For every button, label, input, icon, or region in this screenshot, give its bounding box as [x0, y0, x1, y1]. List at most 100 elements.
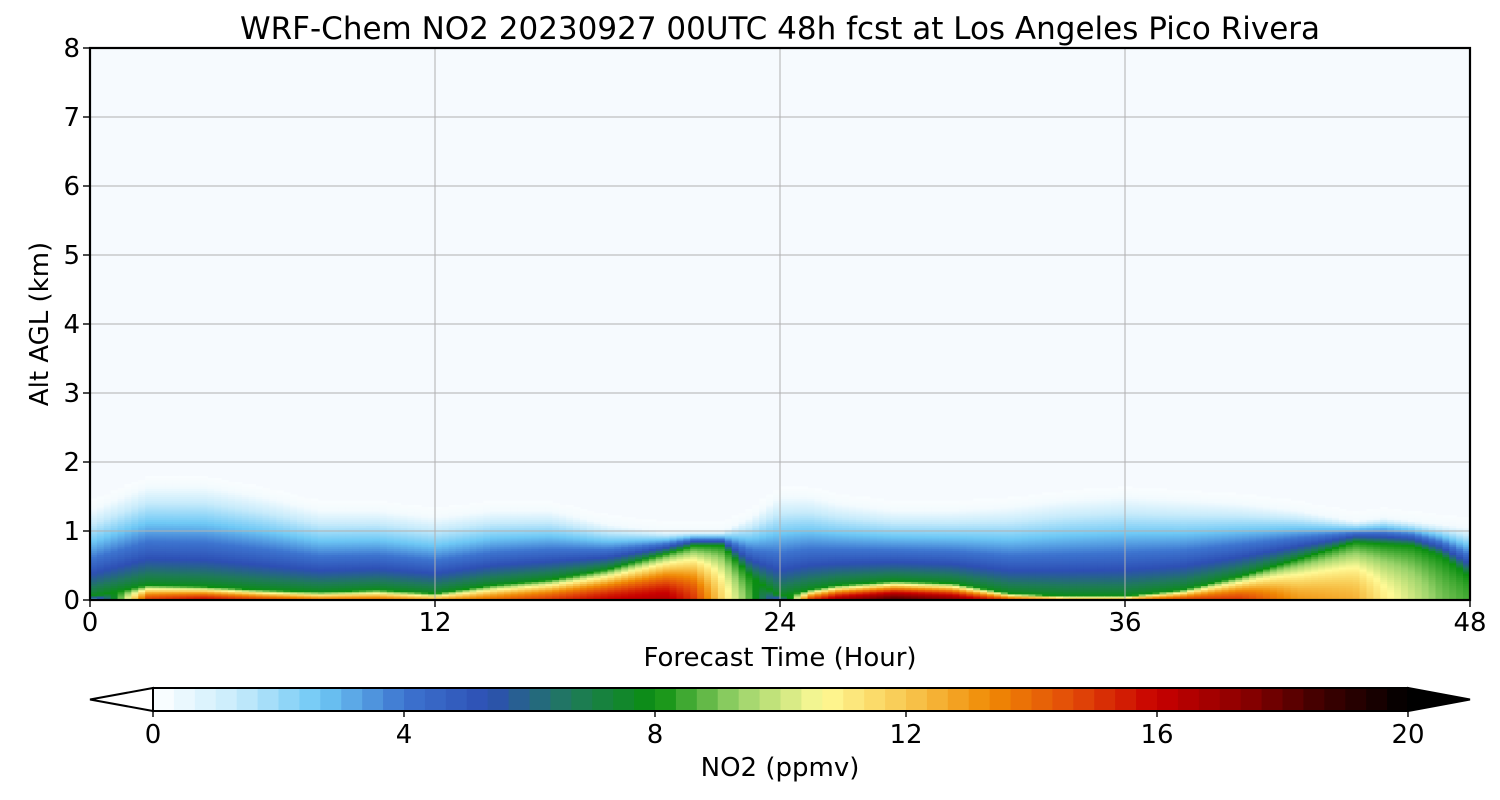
- contour-cell: [510, 556, 519, 560]
- contour-cell: [124, 591, 132, 595]
- contour-cell: [303, 510, 312, 514]
- contour-cell: [138, 488, 146, 491]
- contour-cell: [538, 523, 546, 527]
- contour-cell: [455, 566, 464, 570]
- contour-cell: [103, 579, 112, 582]
- contour-cell: [510, 566, 519, 570]
- contour-cell: [800, 585, 809, 589]
- contour-cell: [573, 527, 581, 531]
- contour-cell: [573, 533, 581, 537]
- contour-cell: [345, 506, 353, 510]
- contour-cell: [441, 539, 450, 543]
- contour-cell: [324, 525, 333, 529]
- contour-cell: [145, 585, 153, 589]
- contour-cell: [462, 515, 471, 518]
- contour-cell: [152, 482, 160, 485]
- contour-cell: [628, 573, 636, 576]
- contour-cell: [179, 527, 188, 531]
- contour-cell: [517, 513, 526, 516]
- contour-cell: [773, 544, 781, 547]
- contour-cell: [697, 583, 705, 587]
- contour-cell: [145, 537, 153, 541]
- contour-cell: [717, 533, 726, 537]
- contour-cell: [200, 527, 208, 531]
- contour-cell: [152, 595, 160, 599]
- contour-cell: [276, 515, 284, 518]
- contour-cell: [214, 494, 222, 498]
- contour-cell: [214, 500, 222, 504]
- contour-cell: [117, 521, 126, 525]
- contour-cell: [145, 531, 153, 535]
- contour-cell: [269, 502, 277, 506]
- contour-cell: [476, 552, 484, 556]
- contour-cell: [255, 527, 264, 531]
- contour-cell: [386, 575, 395, 578]
- contour-cell: [483, 548, 491, 551]
- contour-cell: [469, 513, 477, 516]
- contour-cell: [573, 510, 581, 514]
- contour-cell: [648, 535, 657, 539]
- contour-cell: [545, 583, 553, 587]
- contour-cell: [607, 527, 615, 531]
- contour-cell: [186, 535, 195, 539]
- contour-cell: [607, 556, 615, 560]
- contour-cell: [386, 571, 395, 574]
- contour-cell: [559, 544, 567, 547]
- contour-cell: [566, 515, 574, 518]
- contour-cell: [531, 579, 540, 582]
- contour-cell: [379, 595, 388, 599]
- contour-cell: [103, 502, 112, 506]
- contour-cell: [428, 513, 436, 516]
- contour-cell: [324, 515, 333, 518]
- contour-cell: [559, 517, 567, 520]
- contour-cell: [96, 531, 105, 535]
- contour-cell: [290, 583, 298, 587]
- contour-cell: [345, 554, 353, 558]
- contour-cell: [221, 556, 229, 560]
- contour-cell: [414, 515, 422, 518]
- contour-cell: [793, 562, 802, 566]
- contour-cell: [448, 593, 457, 597]
- contour-cell: [262, 506, 270, 510]
- contour-cell: [531, 521, 540, 525]
- contour-cell: [276, 517, 284, 520]
- contour-cell: [152, 535, 160, 539]
- contour-cell: [152, 577, 160, 580]
- contour-cell: [690, 577, 698, 580]
- contour-cell: [359, 552, 367, 556]
- contour-cell: [379, 535, 388, 539]
- contour-cell: [241, 581, 250, 585]
- contour-cell: [338, 535, 346, 539]
- contour-cell: [366, 527, 374, 531]
- contour-cell: [731, 539, 740, 543]
- contour-cell: [711, 521, 719, 525]
- contour-cell: [586, 595, 595, 599]
- contour-cell: [766, 581, 774, 585]
- contour-cell: [372, 546, 381, 549]
- contour-cell: [683, 591, 691, 595]
- contour-cell: [773, 525, 781, 529]
- contour-cell: [524, 587, 533, 591]
- contour-cell: [476, 564, 484, 568]
- contour-cell: [462, 546, 471, 549]
- contour-cell: [248, 548, 257, 551]
- contour-cell: [766, 564, 774, 568]
- contour-cell: [186, 558, 195, 562]
- contour-cell: [338, 525, 346, 529]
- contour-cell: [145, 552, 153, 556]
- contour-cell: [262, 552, 270, 556]
- contour-cell: [331, 577, 339, 580]
- contour-cell: [786, 510, 795, 514]
- contour-cell: [255, 492, 264, 496]
- contour-cell: [566, 566, 574, 570]
- contour-cell: [393, 508, 402, 512]
- contour-cell: [317, 587, 326, 591]
- contour-cell: [379, 571, 388, 574]
- contour-cell: [738, 537, 747, 541]
- contour-cell: [131, 523, 139, 527]
- contour-cell: [145, 486, 153, 489]
- contour-cell: [234, 500, 243, 504]
- contour-cell: [731, 585, 740, 589]
- contour-cell: [372, 525, 381, 529]
- contour-cell: [669, 539, 678, 543]
